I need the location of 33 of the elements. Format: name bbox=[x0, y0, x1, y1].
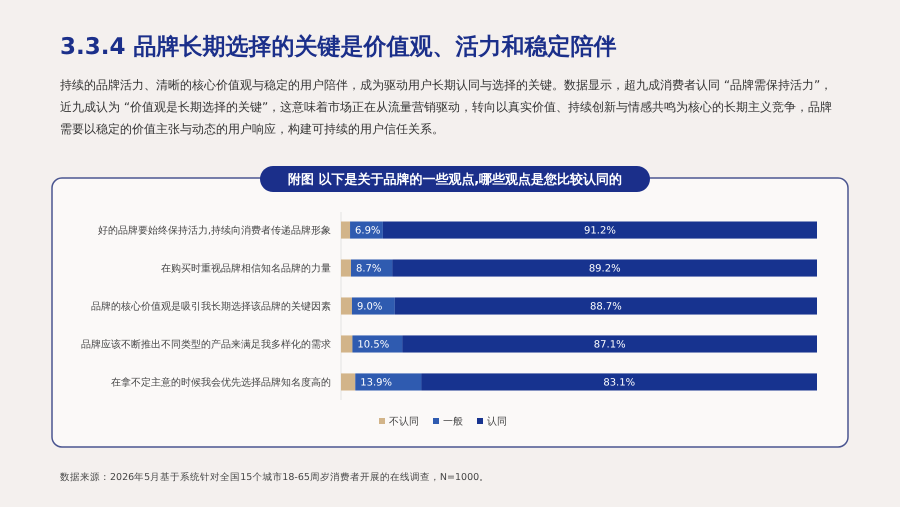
data-label: 87.1% bbox=[594, 339, 626, 350]
bar bbox=[421, 373, 817, 391]
bar bbox=[382, 221, 817, 239]
legend-label: 认同 bbox=[487, 416, 507, 428]
data-label: 8.7% bbox=[356, 264, 382, 275]
data-label: 91.2% bbox=[584, 226, 616, 237]
bar bbox=[355, 373, 422, 391]
chart-subtitle: 附图 以下是关于品牌的一些观点,哪些观点是您比较认同的 bbox=[288, 172, 622, 188]
bar bbox=[341, 259, 351, 277]
data-label: 6.9% bbox=[355, 226, 380, 237]
data-label: 88.7% bbox=[590, 302, 622, 312]
y-tick-label: 在拿不定主意的时候我会优先选择品牌知名度高的 bbox=[111, 376, 331, 388]
y-tick-label: 品牌应该不断推出不同类型的产品来满足我多样化的需求 bbox=[81, 338, 331, 350]
text: 持续的品牌活力、清晰的核心价值观与稳定的用户陪伴，成为驱动用户长期认同与选择的关键。数据显示，超九成消费者认同 “品牌需保持活力”，近九成认为 “价值观是长期选择的关键”，这意味着市场正在从流量营销驱动，转向以真实价值、持续创新与情感共鸣为核心的长期主义竞争，品牌需要以稳定的价值主张与动态的用户响应，构建可持续的用户信任关系。 bbox=[60, 78, 832, 136]
chart-title: 3.3.4 品牌长期选择的关键是价值观、活力和稳定陪伴 bbox=[60, 33, 616, 60]
bar bbox=[392, 259, 817, 277]
bar bbox=[402, 335, 817, 353]
legend-label: 不认同 bbox=[389, 416, 419, 428]
data-label: 83.1% bbox=[603, 377, 636, 388]
bar bbox=[341, 221, 350, 239]
source-note: 数据来源：2026年5月基于系统针对全国15个城市18-65周岁消费者开展的在线调查，N=1000。 bbox=[60, 471, 490, 483]
legend-label: 一般 bbox=[443, 416, 463, 428]
y-tick-label: 在购买时重视品牌相信知名品牌的力量 bbox=[161, 262, 331, 275]
data-label: 10.5% bbox=[357, 339, 390, 350]
bar bbox=[394, 297, 817, 315]
bar bbox=[341, 373, 356, 391]
bar bbox=[341, 297, 352, 315]
bar bbox=[341, 335, 352, 353]
y-tick-label: 好的品牌要始终保持活力,持续向消费者传递品牌形象 bbox=[98, 224, 331, 237]
y-tick-label: 品牌的核心价值观是吸引我长期选择该品牌的关键因素 bbox=[91, 300, 331, 312]
data-label: 89.2% bbox=[588, 264, 621, 275]
data-label: 9.0% bbox=[356, 302, 382, 312]
data-label: 13.9% bbox=[360, 377, 392, 388]
